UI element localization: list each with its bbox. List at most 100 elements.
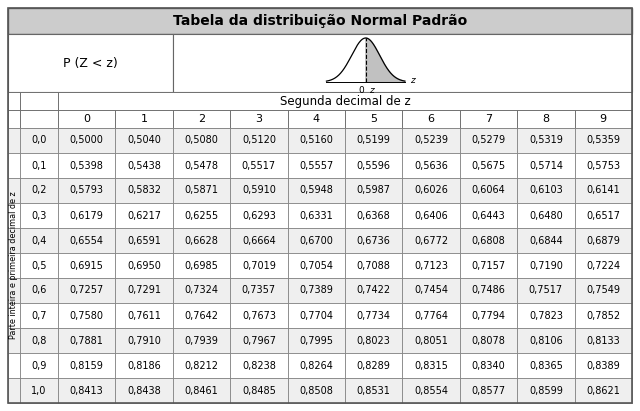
Text: 0,5438: 0,5438 [127,161,161,171]
Text: Parte inteira e primeira decimal de z: Parte inteira e primeira decimal de z [10,192,19,339]
Text: 0,8133: 0,8133 [586,335,620,346]
Text: 0,8621: 0,8621 [586,386,620,395]
Text: 0,6103: 0,6103 [529,185,563,196]
Bar [20,303,58,328]
Text: 0,6517: 0,6517 [586,210,620,220]
Text: 0,7257: 0,7257 [70,286,104,296]
Text: 0,5910: 0,5910 [242,185,276,196]
Polygon shape [366,38,405,82]
Bar [173,253,230,278]
Bar [115,153,173,178]
Bar [460,378,517,403]
Text: 0,7019: 0,7019 [242,261,276,270]
Text: 0,7967: 0,7967 [242,335,276,346]
Bar [345,128,403,153]
Text: z: z [410,76,415,85]
Bar [8,178,20,203]
Text: 0,7224: 0,7224 [586,261,620,270]
Bar [403,178,460,203]
Bar [20,228,58,253]
Text: 0,8051: 0,8051 [414,335,448,346]
Bar [345,228,403,253]
Text: 0,7357: 0,7357 [242,286,276,296]
Text: 0,7054: 0,7054 [300,261,333,270]
Bar [115,378,173,403]
Text: z: z [369,86,373,95]
Bar [403,278,460,303]
Bar [8,92,20,110]
Bar [8,153,20,178]
Bar [287,153,345,178]
Text: 0,6628: 0,6628 [184,236,218,245]
Bar [230,353,287,378]
Bar [20,253,58,278]
Text: 0,5753: 0,5753 [586,161,620,171]
Bar [20,110,58,128]
Text: 0,8554: 0,8554 [414,386,448,395]
Text: 0,5636: 0,5636 [414,161,448,171]
Bar [287,110,345,128]
Bar [345,353,403,378]
Text: 4: 4 [313,114,320,124]
Bar [287,378,345,403]
Text: 0,5160: 0,5160 [300,136,333,145]
Bar [517,228,575,253]
Bar [517,110,575,128]
Text: 0: 0 [83,114,90,124]
Text: 0,8186: 0,8186 [127,360,161,370]
Bar [287,228,345,253]
Text: 0,5948: 0,5948 [300,185,333,196]
Text: 0,7642: 0,7642 [184,310,218,321]
Text: 0,8577: 0,8577 [472,386,506,395]
Bar [575,228,632,253]
Bar [173,303,230,328]
Bar [575,278,632,303]
Bar [230,328,287,353]
Text: 0,8315: 0,8315 [414,360,448,370]
Bar [58,203,115,228]
Bar [173,203,230,228]
Text: 0,7823: 0,7823 [529,310,563,321]
Bar [173,228,230,253]
Text: 0,8078: 0,8078 [472,335,506,346]
Bar [58,253,115,278]
Text: 0,7291: 0,7291 [127,286,161,296]
Bar [403,153,460,178]
Bar [403,303,460,328]
Bar [403,128,460,153]
Bar [403,378,460,403]
Bar [20,128,58,153]
Bar [345,178,403,203]
Bar [575,110,632,128]
Bar [20,328,58,353]
Text: 0,7389: 0,7389 [300,286,333,296]
Bar [345,110,403,128]
Bar [8,353,20,378]
Bar [8,8,632,34]
Bar [115,203,173,228]
Text: 0,5871: 0,5871 [184,185,218,196]
Text: 0,8461: 0,8461 [184,386,218,395]
Text: 0,8106: 0,8106 [529,335,563,346]
Text: 0,6217: 0,6217 [127,210,161,220]
Bar [58,153,115,178]
Bar [58,278,115,303]
Bar [20,92,58,110]
Bar [230,203,287,228]
Bar [575,378,632,403]
Bar [575,353,632,378]
Bar [345,253,403,278]
Text: 0: 0 [358,86,364,95]
Text: 0,6179: 0,6179 [70,210,104,220]
Text: 0,5675: 0,5675 [472,161,506,171]
Bar [575,253,632,278]
Bar [345,153,403,178]
Bar [460,153,517,178]
Bar [287,128,345,153]
Text: 0,5199: 0,5199 [356,136,390,145]
Bar [230,153,287,178]
Text: 1: 1 [141,114,148,124]
Bar [345,278,403,303]
Text: 0,6293: 0,6293 [242,210,276,220]
Bar [115,228,173,253]
